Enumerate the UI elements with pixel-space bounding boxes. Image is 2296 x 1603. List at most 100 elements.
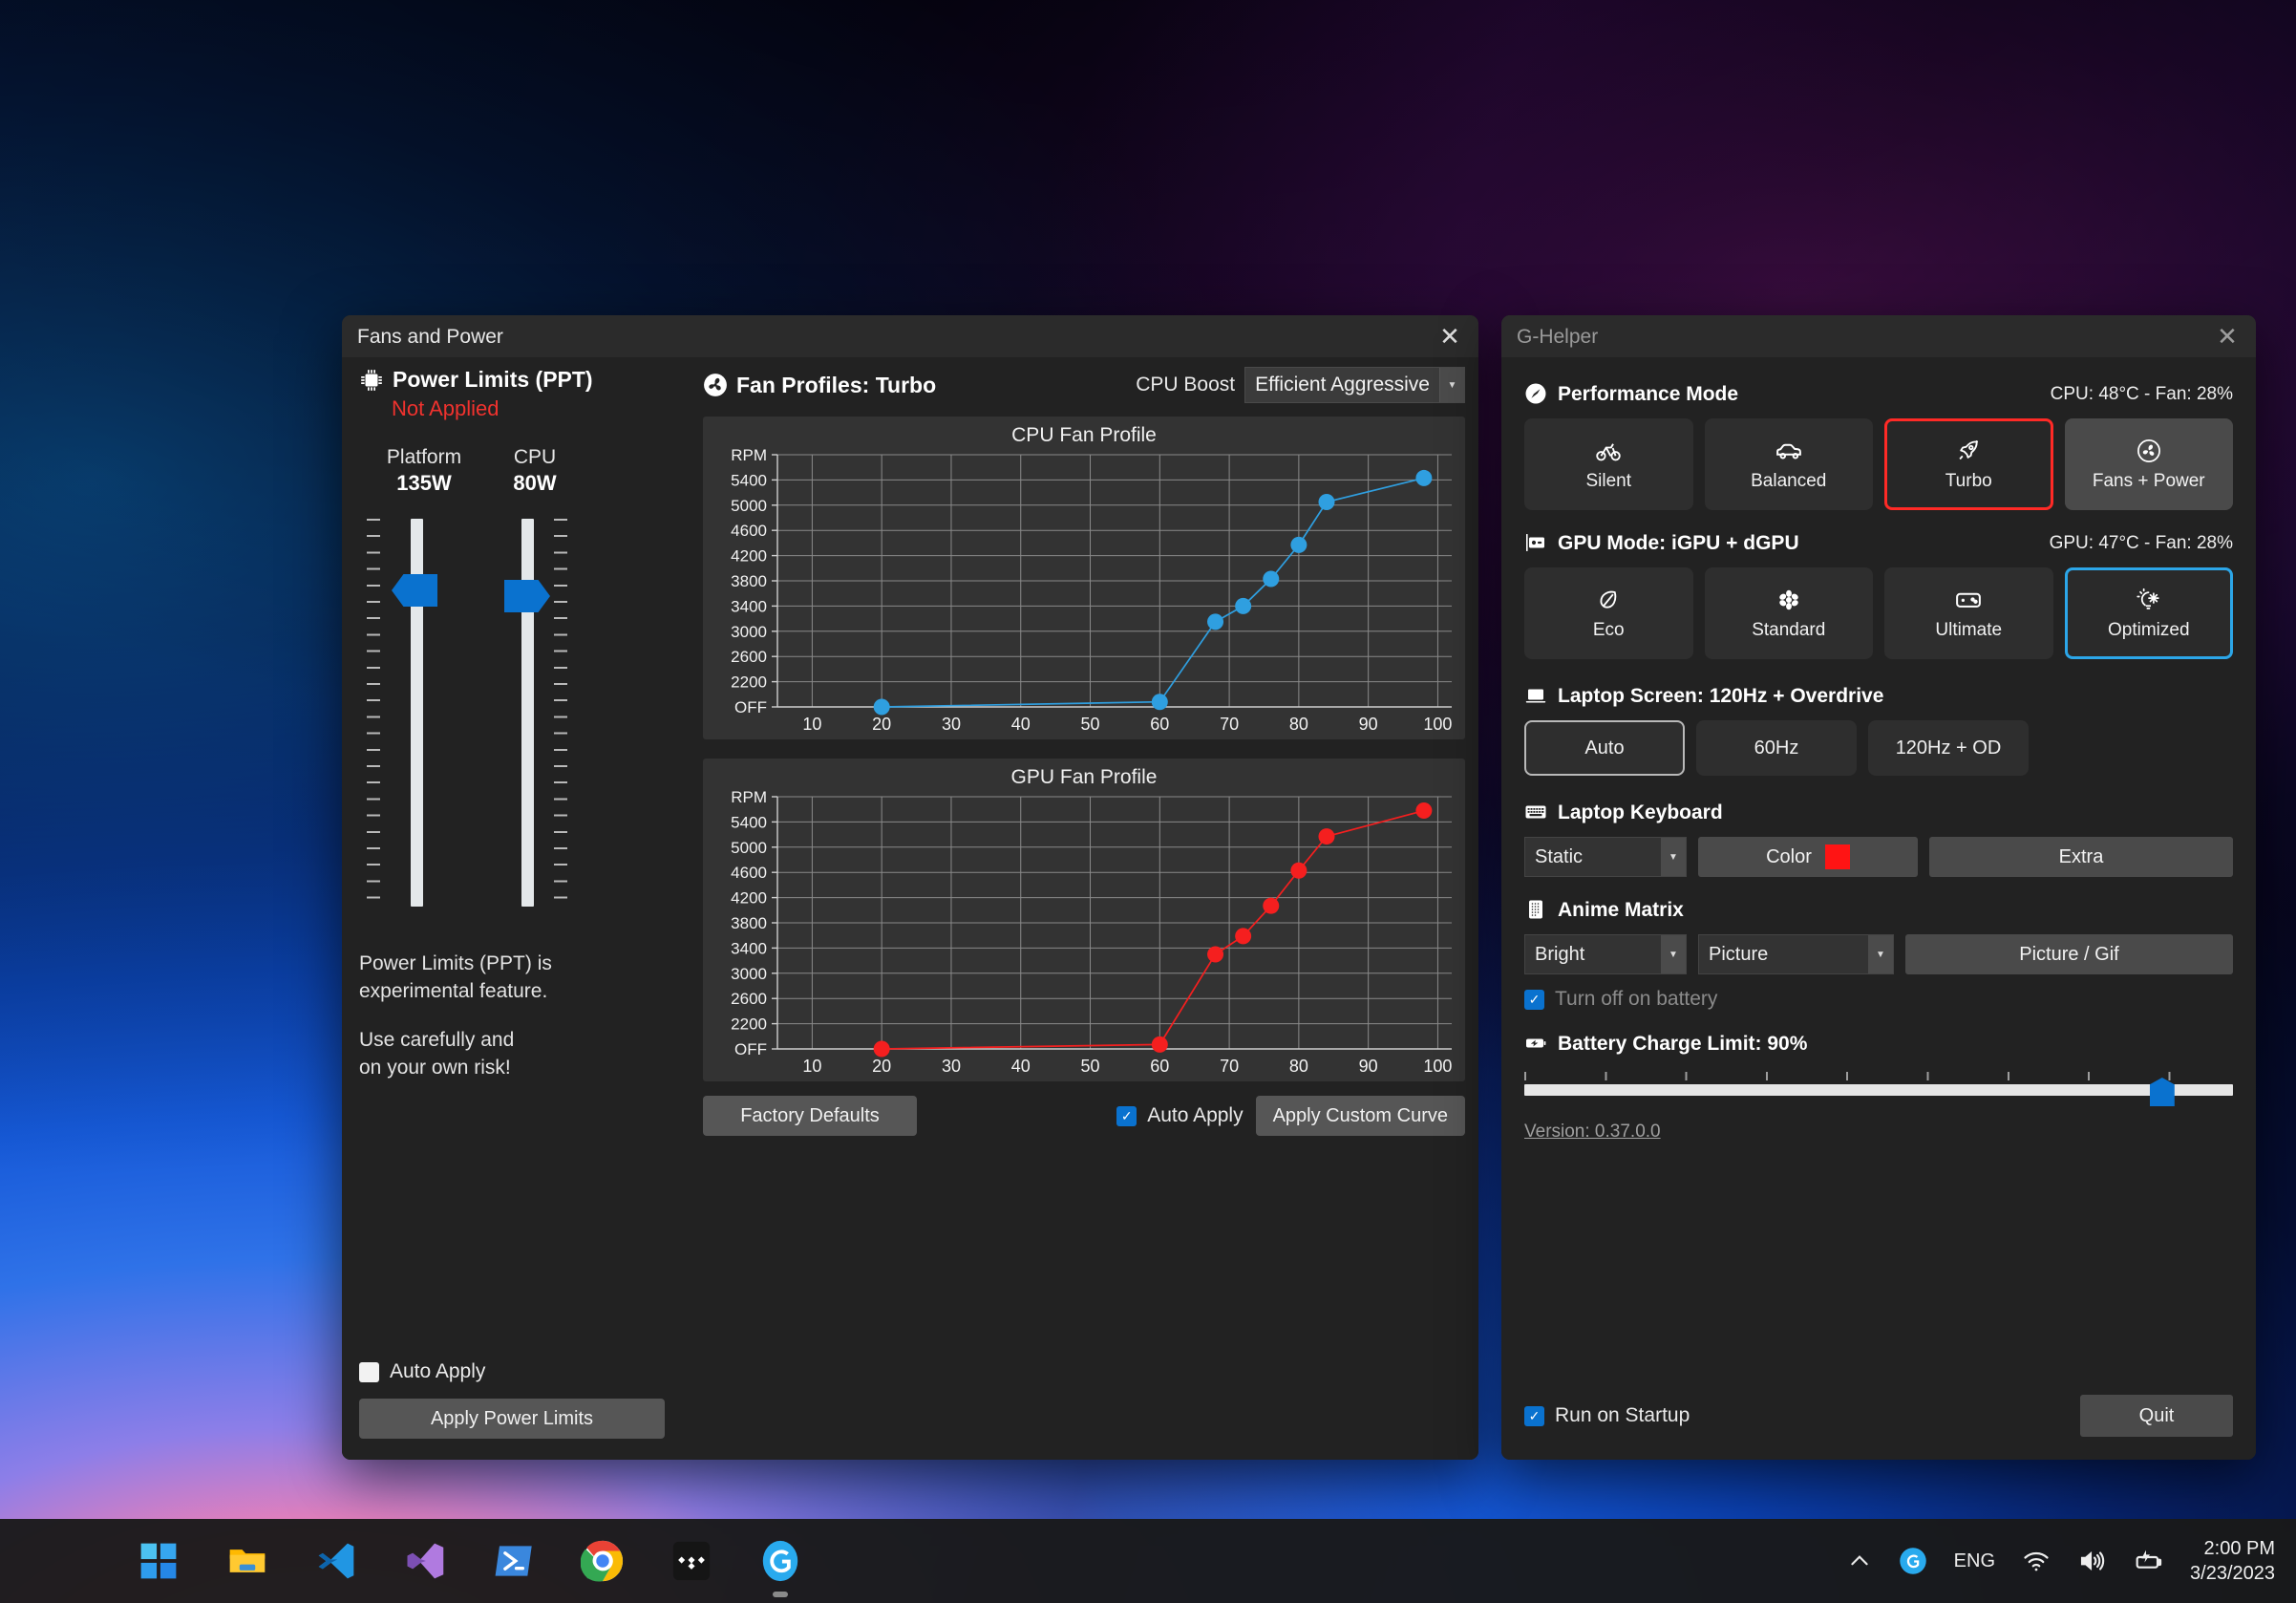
anime-battery-off-checkbox[interactable]: ✓ Turn off on battery [1524,988,2233,1011]
visual-studio-icon[interactable] [401,1537,449,1585]
taskbar: ENG 2:00 PM 3/23/2023 [0,1519,2296,1603]
start-button[interactable] [135,1537,182,1585]
mode-fans-power[interactable]: Fans + Power [2064,418,2233,510]
svg-text:50: 50 [1081,715,1100,734]
tidal-icon[interactable] [668,1537,715,1585]
chevron-down-icon[interactable]: ▼ [1439,368,1464,402]
gpu-ultimate[interactable]: Ultimate [1884,567,2053,659]
svg-text:40: 40 [1011,1057,1031,1076]
file-explorer-icon[interactable] [223,1537,271,1585]
platform-power-slider[interactable] [359,513,470,910]
run-on-startup-label: Run on Startup [1555,1404,1690,1426]
apply-custom-curve-button[interactable]: Apply Custom Curve [1255,1096,1465,1136]
close-icon[interactable]: ✕ [1439,322,1460,351]
chevron-up-icon[interactable] [1834,1519,1885,1603]
anime-picture-gif-button[interactable]: Picture / Gif [1905,934,2233,974]
svg-text:10: 10 [802,715,821,734]
performance-mode-header: Performance Mode CPU: 48°C - Fan: 28% [1524,382,2233,407]
anime-brightness-dropdown[interactable]: Bright ▼ [1524,934,1687,974]
svg-text:30: 30 [942,1057,961,1076]
close-icon[interactable]: ✕ [2217,322,2238,351]
curve-auto-apply-checkbox[interactable]: ✓ Auto Apply [1116,1104,1244,1127]
svg-text:70: 70 [1220,715,1239,734]
screen-60hz[interactable]: 60Hz [1696,720,1857,776]
power-limits-panel: Power Limits (PPT) Not Applied Platform … [359,367,684,1460]
ghelper-tray-icon[interactable] [1885,1519,1941,1603]
wifi-icon[interactable] [2009,1519,2064,1603]
gamepad-icon [1954,586,1983,614]
svg-text:4200: 4200 [731,547,767,566]
run-on-startup-checkbox[interactable]: ✓ Run on Startup [1524,1404,1690,1427]
battery-slider-thumb[interactable] [2149,1078,2175,1106]
apply-power-limits-button[interactable]: Apply Power Limits [359,1399,665,1439]
cpu-boost-dropdown[interactable]: Efficient Aggressive ▼ [1244,367,1465,403]
slider-ticks [1524,1072,2233,1080]
clock[interactable]: 2:00 PM 3/23/2023 [2177,1536,2296,1586]
svg-text:OFF: OFF [734,1040,767,1058]
factory-defaults-button[interactable]: Factory Defaults [703,1096,917,1136]
slider-track[interactable] [1524,1084,2233,1096]
system-tray: ENG 2:00 PM 3/23/2023 [1834,1519,2296,1603]
keyboard-color-label: Color [1766,845,1812,867]
laptop-keyboard-header: Laptop Keyboard [1524,801,2233,825]
chevron-down-icon[interactable]: ▼ [1661,935,1686,973]
checkbox-box[interactable]: ✓ [1116,1105,1137,1126]
anime-content-dropdown[interactable]: Picture ▼ [1698,934,1894,974]
checkbox-box[interactable] [359,1361,379,1382]
cpu-fan-profile-chart[interactable]: CPU Fan Profile OFF 2200 2600 3000 3400 3800 4… [703,417,1465,739]
svg-text:RPM: RPM [731,446,767,464]
svg-text:60: 60 [1150,715,1169,734]
power-auto-apply-checkbox[interactable]: Auto Apply [359,1360,665,1383]
mode-turbo[interactable]: Turbo [1884,418,2053,510]
version-link[interactable]: Version: 0.37.0.0 [1524,1122,1661,1142]
mode-silent[interactable]: Silent [1524,418,1693,510]
cpu-chip-icon [359,368,384,393]
mode-silent-label: Silent [1585,471,1632,491]
keyboard-extra-button[interactable]: Extra [1929,837,2233,877]
gpu-eco[interactable]: Eco [1524,567,1693,659]
language-indicator[interactable]: ENG [1953,1550,1996,1571]
gpu-fan-profile-chart[interactable]: GPU Fan Profile OFF 2200 2600 3000 3400 3800 4… [703,759,1465,1081]
vscode-icon[interactable] [312,1537,360,1585]
ghelper-titlebar[interactable]: G-Helper ✕ [1501,315,2256,357]
chevron-down-icon[interactable]: ▼ [1661,838,1686,876]
ghelper-taskbar-icon[interactable] [756,1537,804,1597]
checkbox-box[interactable]: ✓ [1524,1405,1544,1426]
car-icon [1775,437,1803,465]
fans-window-titlebar[interactable]: Fans and Power ✕ [342,315,1478,357]
svg-text:5400: 5400 [731,471,767,489]
platform-slider-thumb[interactable] [392,574,437,607]
gpu-status: GPU: 47°C - Fan: 28% [2049,533,2233,553]
battery-limit-slider[interactable] [1524,1072,2233,1106]
cpu-slider-label: CPU 80W [513,446,557,495]
svg-text:4200: 4200 [731,889,767,908]
checkbox-box[interactable]: ✓ [1524,989,1544,1010]
color-swatch[interactable] [1824,844,1850,869]
keyboard-color-button[interactable]: Color [1698,837,1918,877]
chevron-down-icon[interactable]: ▼ [1868,935,1893,973]
gpu-mode-header: GPU Mode: iGPU + dGPU GPU: 47°C - Fan: 2… [1524,531,2233,556]
mode-fans-power-label: Fans + Power [2092,471,2205,491]
screen-auto[interactable]: Auto [1524,720,1685,776]
chrome-icon[interactable] [579,1537,627,1585]
gpu-standard[interactable]: Standard [1704,567,1873,659]
screen-120hz-od[interactable]: 120Hz + OD [1868,720,2029,776]
gpu-card-icon [1524,531,1549,556]
svg-text:90: 90 [1359,715,1378,734]
keyboard-mode-dropdown[interactable]: Static ▼ [1524,837,1687,877]
speaker-icon[interactable] [2064,1519,2119,1603]
svg-text:30: 30 [942,715,961,734]
battery-charging-icon[interactable] [2119,1519,2177,1603]
anime-battery-off-label: Turn off on battery [1555,988,1718,1010]
quit-button[interactable]: Quit [2080,1395,2233,1437]
keyboard-mode-value: Static [1535,845,1584,867]
fan-icon [703,373,728,397]
mode-balanced[interactable]: Balanced [1704,418,1873,510]
svg-text:3800: 3800 [731,572,767,590]
cpu-power-slider[interactable] [470,513,581,910]
cpu-slider-thumb[interactable] [504,580,550,612]
fans-and-power-window: Fans and Power ✕ [342,315,1478,1460]
powershell-icon[interactable] [490,1537,538,1585]
gpu-optimized[interactable]: Optimized [2064,567,2233,659]
keyboard-controls: Static ▼ Color Extra [1524,837,2233,877]
